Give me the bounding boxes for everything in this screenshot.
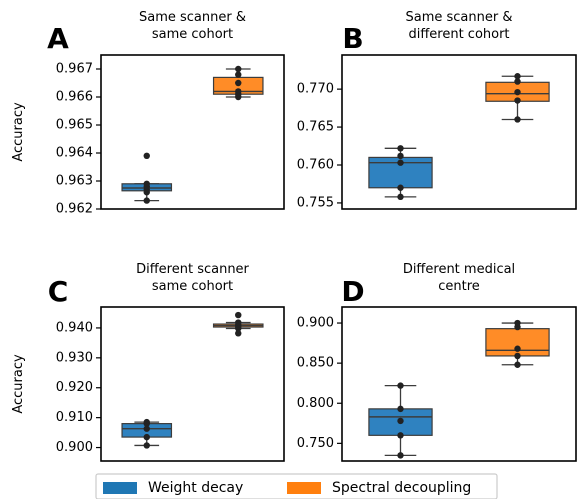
panel-b: B Same scanner & different cohort 0.755 0.76… xyxy=(297,10,577,210)
y-tick-label: 0.920 xyxy=(56,380,93,395)
data-point xyxy=(235,330,242,337)
data-point xyxy=(397,405,404,413)
data-point xyxy=(397,417,404,425)
data-point xyxy=(397,193,404,201)
panel-c: C Different scanner same cohort Accuracy 0.9… xyxy=(11,262,285,462)
panel-letter: A xyxy=(47,22,69,55)
axes-frame xyxy=(100,54,285,210)
data-point xyxy=(235,311,242,319)
axes-frame xyxy=(100,306,285,462)
y-tick-label: 0.965 xyxy=(56,118,93,133)
axes-frame xyxy=(341,54,577,210)
y-tick-label: 0.760 xyxy=(297,158,334,173)
data-point xyxy=(397,145,404,152)
data-point xyxy=(514,345,521,352)
panel-title-line: centre xyxy=(438,279,480,294)
panel-letter: C xyxy=(48,275,69,308)
data-point xyxy=(235,71,242,78)
legend-swatch xyxy=(287,482,321,494)
y-tick-label: 0.770 xyxy=(297,82,334,97)
y-tick-label: 0.850 xyxy=(297,356,334,371)
data-point xyxy=(235,319,242,326)
box-spectral-decoupling xyxy=(485,319,550,368)
panel-title-line: same cohort xyxy=(152,279,233,294)
data-point xyxy=(143,152,150,159)
y-axis-label: Accuracy xyxy=(11,354,26,414)
box-weight-decay xyxy=(368,145,433,201)
panel-title-line: Different medical xyxy=(403,262,515,277)
data-point xyxy=(514,97,521,104)
data-point xyxy=(143,442,150,449)
y-axis-label: Accuracy xyxy=(11,102,26,162)
data-point xyxy=(397,159,404,166)
data-point xyxy=(397,432,404,439)
box-spectral-decoupling xyxy=(212,65,264,101)
y-tick-label: 0.755 xyxy=(297,195,334,210)
data-point xyxy=(514,319,521,327)
data-point xyxy=(514,88,521,96)
data-point xyxy=(235,79,242,87)
panel-title-line: same cohort xyxy=(152,27,233,42)
legend-swatch xyxy=(103,482,137,494)
box-weight-decay xyxy=(121,418,173,449)
data-point xyxy=(397,452,404,459)
data-point xyxy=(397,184,404,191)
panels: A Same scanner & same cohort Accuracy 0.962 0… xyxy=(11,10,577,462)
legend-label: Spectral decoupling xyxy=(332,480,471,496)
y-tick-label: 0.800 xyxy=(297,396,334,411)
data-point xyxy=(235,65,242,73)
data-point xyxy=(235,88,242,95)
data-point xyxy=(143,180,150,187)
data-point xyxy=(397,382,404,389)
legend-label: Weight decay xyxy=(148,480,243,496)
y-tick-label: 0.900 xyxy=(297,316,334,331)
data-point xyxy=(514,73,521,80)
data-point xyxy=(514,78,521,85)
data-point xyxy=(143,418,150,426)
data-point xyxy=(514,352,521,360)
data-point xyxy=(143,197,150,204)
y-tick-label: 0.900 xyxy=(56,440,93,455)
y-tick-label: 0.967 xyxy=(56,62,93,77)
legend-item-weight-decay: Weight decay xyxy=(103,480,243,496)
axes-frame xyxy=(341,306,577,462)
y-tick-label: 0.962 xyxy=(56,202,93,217)
panel-d: D Different medical centre 0.750 0.800 0.850 0… xyxy=(297,262,577,462)
panel-title-line: Different scanner xyxy=(136,262,249,277)
data-point xyxy=(514,361,521,368)
data-point xyxy=(143,425,150,432)
panel-title-line: different cohort xyxy=(408,27,509,42)
box-spectral-decoupling xyxy=(212,311,264,337)
panel-letter: D xyxy=(341,275,364,308)
legend-item-spectral-decoupling: Spectral decoupling xyxy=(287,480,471,496)
panel-title-line: Same scanner & xyxy=(406,10,513,25)
data-point xyxy=(397,152,404,160)
panel-title-line: Same scanner & xyxy=(139,10,246,25)
y-tick-label: 0.963 xyxy=(56,174,93,189)
y-tick-label: 0.765 xyxy=(297,120,334,135)
legend: Weight decay Spectral decoupling xyxy=(95,473,498,499)
y-tick-label: 0.964 xyxy=(56,146,93,161)
panel-a: A Same scanner & same cohort Accuracy 0.962 0… xyxy=(11,10,285,217)
data-point xyxy=(514,116,521,123)
box-weight-decay xyxy=(368,382,433,459)
panel-letter: B xyxy=(342,22,363,55)
y-tick-label: 0.750 xyxy=(297,436,334,451)
box-spectral-decoupling xyxy=(485,73,550,123)
y-tick-label: 0.910 xyxy=(56,410,93,425)
y-tick-label: 0.966 xyxy=(56,90,93,105)
y-tick-label: 0.930 xyxy=(56,350,93,365)
y-tick-label: 0.940 xyxy=(56,320,93,335)
box-weight-decay xyxy=(121,152,173,204)
data-point xyxy=(143,433,150,441)
